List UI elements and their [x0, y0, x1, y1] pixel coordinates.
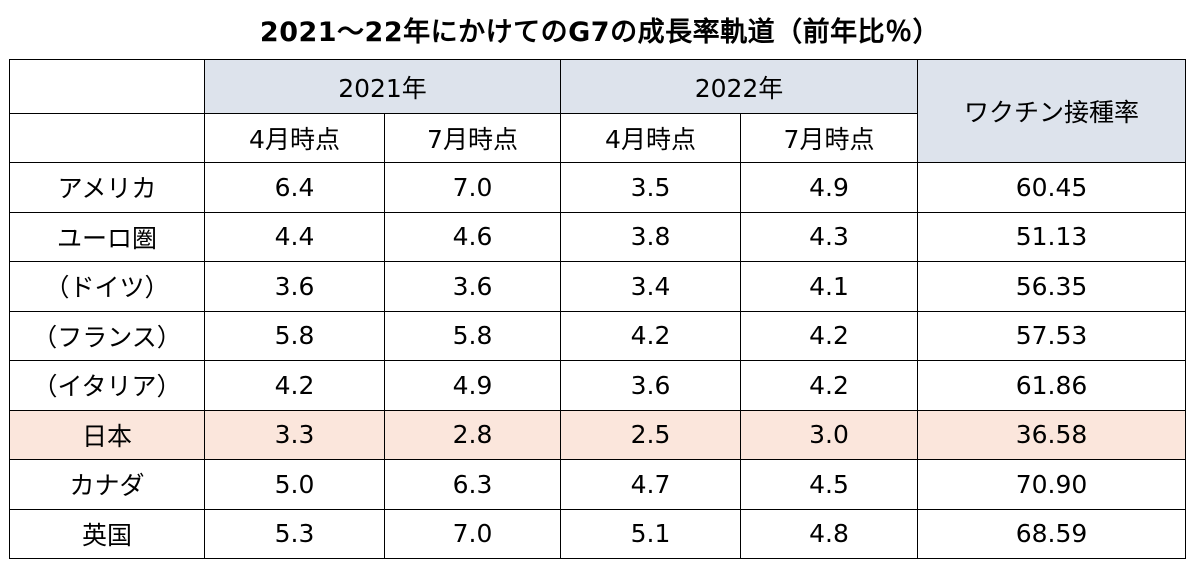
cell-2021-april: 5.8	[204, 310, 385, 361]
cell-2021-april: 3.6	[204, 261, 385, 312]
cell-vaccine-rate: 51.13	[917, 211, 1186, 262]
cell-2022-july: 4.8	[740, 508, 918, 559]
table-row: アメリカ 6.4 7.0 3.5 4.9 60.45	[9, 162, 1186, 213]
cell-2022-april: 4.7	[560, 459, 741, 510]
table-row: （イタリア） 4.2 4.9 3.6 4.2 61.86	[9, 360, 1186, 411]
header-2022-july: 7月時点	[740, 113, 918, 163]
header-row-periods: 4月時点 7月時点 4月時点 7月時点	[9, 113, 1186, 163]
header-year-2022: 2022年	[560, 59, 918, 114]
cell-2022-april: 5.1	[560, 508, 741, 559]
header-vaccine-rate: ワクチン接種率	[917, 59, 1186, 163]
cell-vaccine-rate: 68.59	[917, 508, 1186, 559]
cell-2021-july: 2.8	[384, 409, 561, 460]
cell-2022-july: 4.3	[740, 211, 918, 262]
cell-2021-april: 4.2	[204, 360, 385, 411]
cell-vaccine-rate: 60.45	[917, 162, 1186, 213]
cell-2022-april: 3.6	[560, 360, 741, 411]
cell-2022-july: 4.5	[740, 459, 918, 510]
cell-2021-april: 5.3	[204, 508, 385, 559]
cell-2022-july: 4.9	[740, 162, 918, 213]
cell-2022-july: 4.1	[740, 261, 918, 312]
header-year-2021: 2021年	[204, 59, 561, 114]
cell-vaccine-rate: 61.86	[917, 360, 1186, 411]
cell-2021-april: 3.3	[204, 409, 385, 460]
row-label: （フランス）	[9, 310, 205, 361]
cell-vaccine-rate: 56.35	[917, 261, 1186, 312]
table-row: カナダ 5.0 6.3 4.7 4.5 70.90	[9, 459, 1186, 510]
cell-2022-april: 3.8	[560, 211, 741, 262]
cell-2021-july: 6.3	[384, 459, 561, 510]
header-2021-april: 4月時点	[204, 113, 385, 163]
row-label: （イタリア）	[9, 360, 205, 411]
cell-2022-april: 2.5	[560, 409, 741, 460]
table-row-highlighted: 日本 3.3 2.8 2.5 3.0 36.58	[9, 409, 1186, 460]
table-title: 2021〜22年にかけてのG7の成長率軌道（前年比％）	[259, 17, 941, 48]
cell-2021-april: 4.4	[204, 211, 385, 262]
cell-2021-july: 7.0	[384, 508, 561, 559]
corner-cell-top	[9, 59, 205, 114]
cell-2022-july: 3.0	[740, 409, 918, 460]
cell-2021-april: 6.4	[204, 162, 385, 213]
growth-table: 2021年 2022年 ワクチン接種率 4月時点 7月時点 4月時点 7月時点 …	[9, 59, 1186, 559]
row-label: （ドイツ）	[9, 261, 205, 312]
cell-vaccine-rate: 70.90	[917, 459, 1186, 510]
cell-2021-july: 4.6	[384, 211, 561, 262]
row-label: 日本	[9, 409, 205, 460]
table-row: （フランス） 5.8 5.8 4.2 4.2 57.53	[9, 310, 1186, 361]
header-2021-july: 7月時点	[384, 113, 561, 163]
cell-vaccine-rate: 57.53	[917, 310, 1186, 361]
header-2022-april: 4月時点	[560, 113, 741, 163]
header-row-years: 2021年 2022年 ワクチン接種率	[9, 59, 1186, 163]
cell-vaccine-rate: 36.58	[917, 409, 1186, 460]
cell-2022-april: 4.2	[560, 310, 741, 361]
row-label: 英国	[9, 508, 205, 559]
cell-2022-april: 3.5	[560, 162, 741, 213]
table-row: ユーロ圏 4.4 4.6 3.8 4.3 51.13	[9, 211, 1186, 262]
cell-2022-july: 4.2	[740, 360, 918, 411]
row-label: ユーロ圏	[9, 211, 205, 262]
cell-2021-july: 7.0	[384, 162, 561, 213]
cell-2021-april: 5.0	[204, 459, 385, 510]
cell-2022-july: 4.2	[740, 310, 918, 361]
cell-2021-july: 3.6	[384, 261, 561, 312]
cell-2022-april: 3.4	[560, 261, 741, 312]
corner-cell-bottom	[9, 113, 205, 163]
table-row: （ドイツ） 3.6 3.6 3.4 4.1 56.35	[9, 261, 1186, 312]
row-label: カナダ	[9, 459, 205, 510]
table-row: 英国 5.3 7.0 5.1 4.8 68.59	[9, 508, 1186, 559]
cell-2021-july: 5.8	[384, 310, 561, 361]
row-label: アメリカ	[9, 162, 205, 213]
cell-2021-july: 4.9	[384, 360, 561, 411]
